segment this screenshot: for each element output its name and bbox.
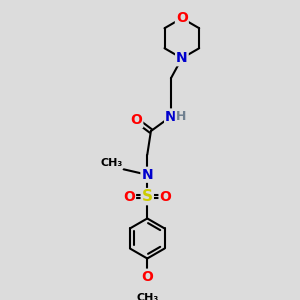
Text: O: O [176,11,188,25]
Text: CH₃: CH₃ [100,158,123,168]
Text: O: O [141,270,153,284]
Text: O: O [123,190,135,204]
Text: S: S [142,189,153,204]
Text: H: H [176,110,186,123]
Text: N: N [165,110,177,124]
Text: N: N [142,168,153,182]
Text: CH₃: CH₃ [136,293,158,300]
Text: N: N [176,51,188,65]
Text: O: O [130,113,142,127]
Text: O: O [160,190,171,204]
